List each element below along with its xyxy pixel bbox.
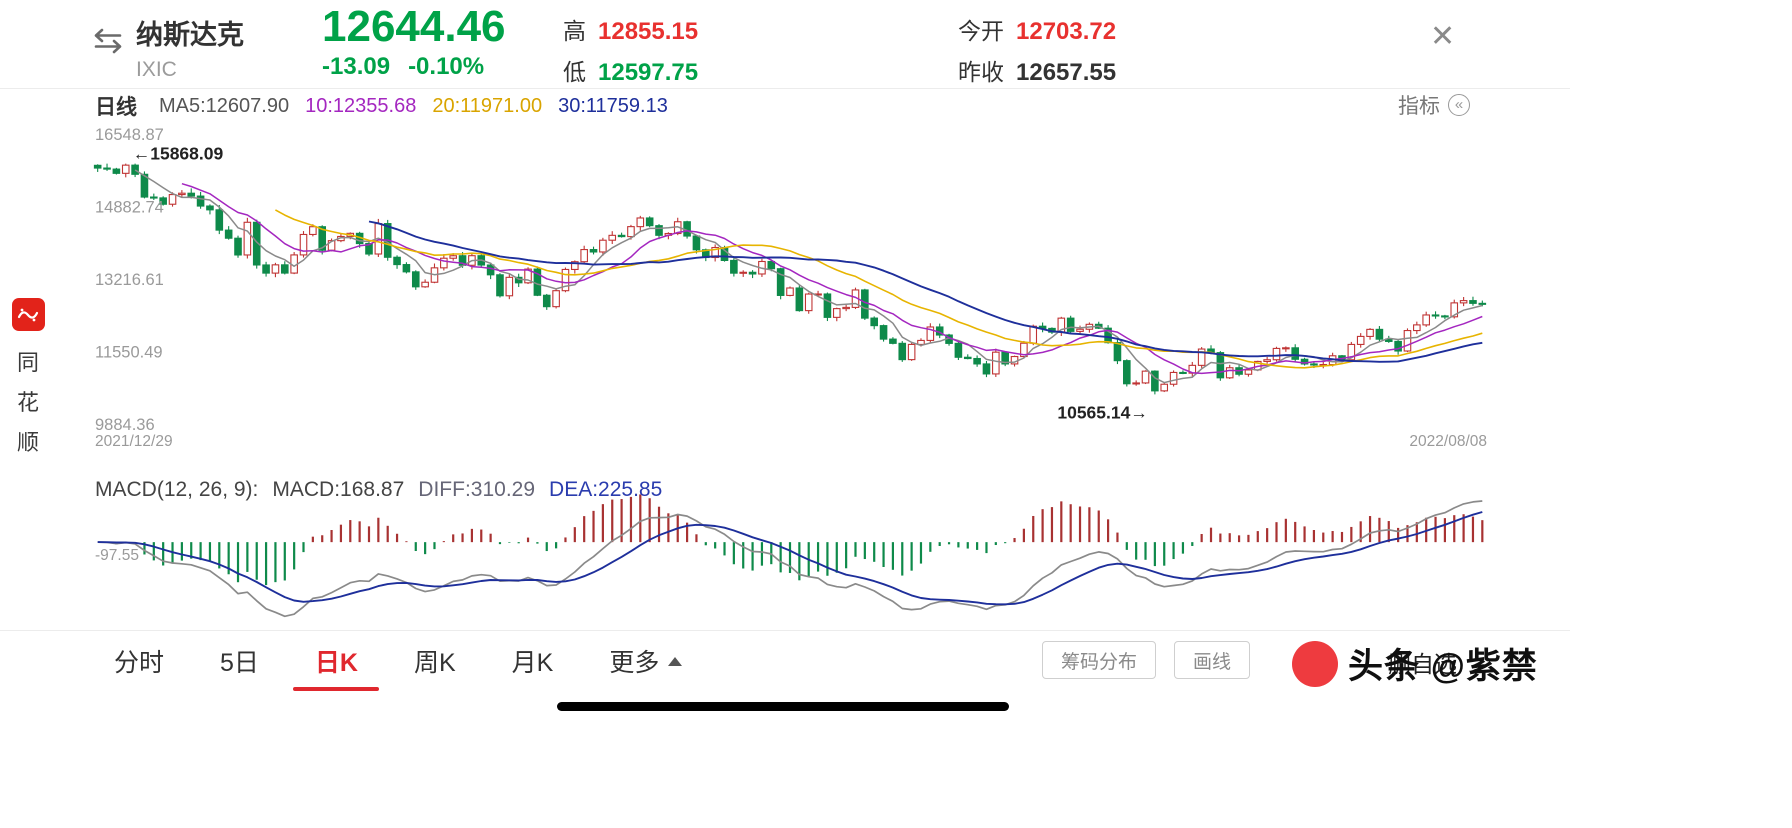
period-tabs: 分时 5日 日K 周K 月K 更多 <box>108 631 688 691</box>
ma10-value: 10:12355.68 <box>305 94 417 117</box>
ma30-value: 30:11759.13 <box>558 94 668 117</box>
macd-svg[interactable]: -97.55 <box>0 466 1570 628</box>
open-label: 今开 <box>958 18 1004 44</box>
svg-text:13216.61: 13216.61 <box>95 271 164 289</box>
tab-label: 5日 <box>220 649 259 677</box>
tab-5day[interactable]: 5日 <box>214 631 265 691</box>
tab-week-k[interactable]: 周K <box>408 631 462 691</box>
ma20-value: 20:11971.00 <box>432 94 543 117</box>
tab-label: 日K <box>314 649 358 677</box>
draw-line-button[interactable]: 画线 <box>1174 641 1251 679</box>
macd-header: MACD(12, 26, 9): MACD:168.87 DIFF:310.29… <box>95 478 662 502</box>
ma-indicator-row: 日线 MA5:12607.90 10:12355.68 20:11971.00 … <box>95 91 668 121</box>
diff-value: DIFF:310.29 <box>418 478 536 501</box>
kline-svg[interactable]: 16548.8714882.7413216.6111550.499884.362… <box>0 116 1570 464</box>
tab-more[interactable]: 更多 <box>603 631 688 691</box>
tab-label: 分时 <box>114 649 165 677</box>
ths-vertical-char: 花 <box>16 390 39 415</box>
tab-day-k[interactable]: 日K <box>293 631 380 691</box>
home-indicator-bar[interactable] <box>557 702 1009 711</box>
current-price: 12644.46 <box>322 2 506 51</box>
ths-vertical-char: 同 <box>16 350 39 375</box>
ma5-value: MA5:12607.90 <box>159 94 290 117</box>
macd-value: MACD:168.87 <box>272 478 405 501</box>
dea-value: DEA:225.85 <box>549 478 663 501</box>
tab-label: 月K <box>511 649 554 677</box>
ths-vertical-char: 顺 <box>16 430 39 455</box>
svg-text:10565.14→: 10565.14→ <box>1057 402 1148 422</box>
high-value: 12855.15 <box>598 18 699 45</box>
indicator-label: 指标 <box>1398 95 1440 118</box>
bottom-tabbar: 分时 5日 日K 周K 月K 更多 筹码分布 画线 删自选 <box>0 630 1570 692</box>
low-label: 低 <box>563 59 586 85</box>
stock-name: 纳斯达克 <box>136 20 244 50</box>
svg-text:9884.36: 9884.36 <box>95 416 155 434</box>
svg-text:←15868.09: ←15868.09 <box>133 144 224 164</box>
svg-text:16548.87: 16548.87 <box>95 126 164 144</box>
chip-distribution-button[interactable]: 筹码分布 <box>1042 641 1157 679</box>
tab-label: 周K <box>413 649 456 677</box>
price-change: -13.09 <box>322 53 391 80</box>
ths-logo-icon <box>11 298 45 331</box>
price-change-percent: -0.10% <box>408 53 485 80</box>
collapse-indicator-icon: « <box>1448 94 1470 116</box>
tab-month-k[interactable]: 月K <box>506 631 560 691</box>
active-tab-underline <box>293 687 380 691</box>
ths-vertical-name: 同花顺 <box>17 345 39 457</box>
ths-brand-rail: 同花顺 <box>10 298 46 457</box>
caret-up-icon <box>668 656 683 666</box>
high-label: 高 <box>563 18 586 44</box>
svg-text:2021/12/29: 2021/12/29 <box>95 433 173 450</box>
tab-label: 更多 <box>609 649 660 677</box>
switch-stock-icon[interactable] <box>92 26 124 56</box>
low-value: 12597.75 <box>598 59 699 86</box>
candlestick-chart[interactable]: 16548.87 14882.74 13216.61 11550.49 9884.36 2… <box>0 116 1570 464</box>
stock-code: IXIC <box>136 58 177 81</box>
header-divider <box>0 88 1570 89</box>
svg-text:-97.55: -97.55 <box>95 547 139 564</box>
tab-minute[interactable]: 分时 <box>108 631 170 691</box>
svg-text:14882.74: 14882.74 <box>95 199 164 217</box>
svg-text:2022/08/08: 2022/08/08 <box>1409 433 1487 450</box>
prev-close-value: 12657.55 <box>1016 59 1117 86</box>
macd-title: MACD(12, 26, 9): <box>95 478 259 501</box>
open-value: 12703.72 <box>1016 18 1117 45</box>
period-label: 日线 <box>95 96 137 119</box>
delete-watchlist-button[interactable]: 删自选 <box>1388 651 1457 677</box>
chart-tool-buttons: 筹码分布 画线 <box>1042 641 1251 679</box>
close-icon[interactable]: ✕ <box>1430 20 1456 53</box>
indicator-toggle[interactable]: 指标 « <box>1398 90 1470 120</box>
svg-text:11550.49: 11550.49 <box>95 343 163 361</box>
macd-panel[interactable]: MACD(12, 26, 9): MACD:168.87 DIFF:310.29… <box>0 466 1570 628</box>
prev-close-label: 昨收 <box>958 59 1004 85</box>
